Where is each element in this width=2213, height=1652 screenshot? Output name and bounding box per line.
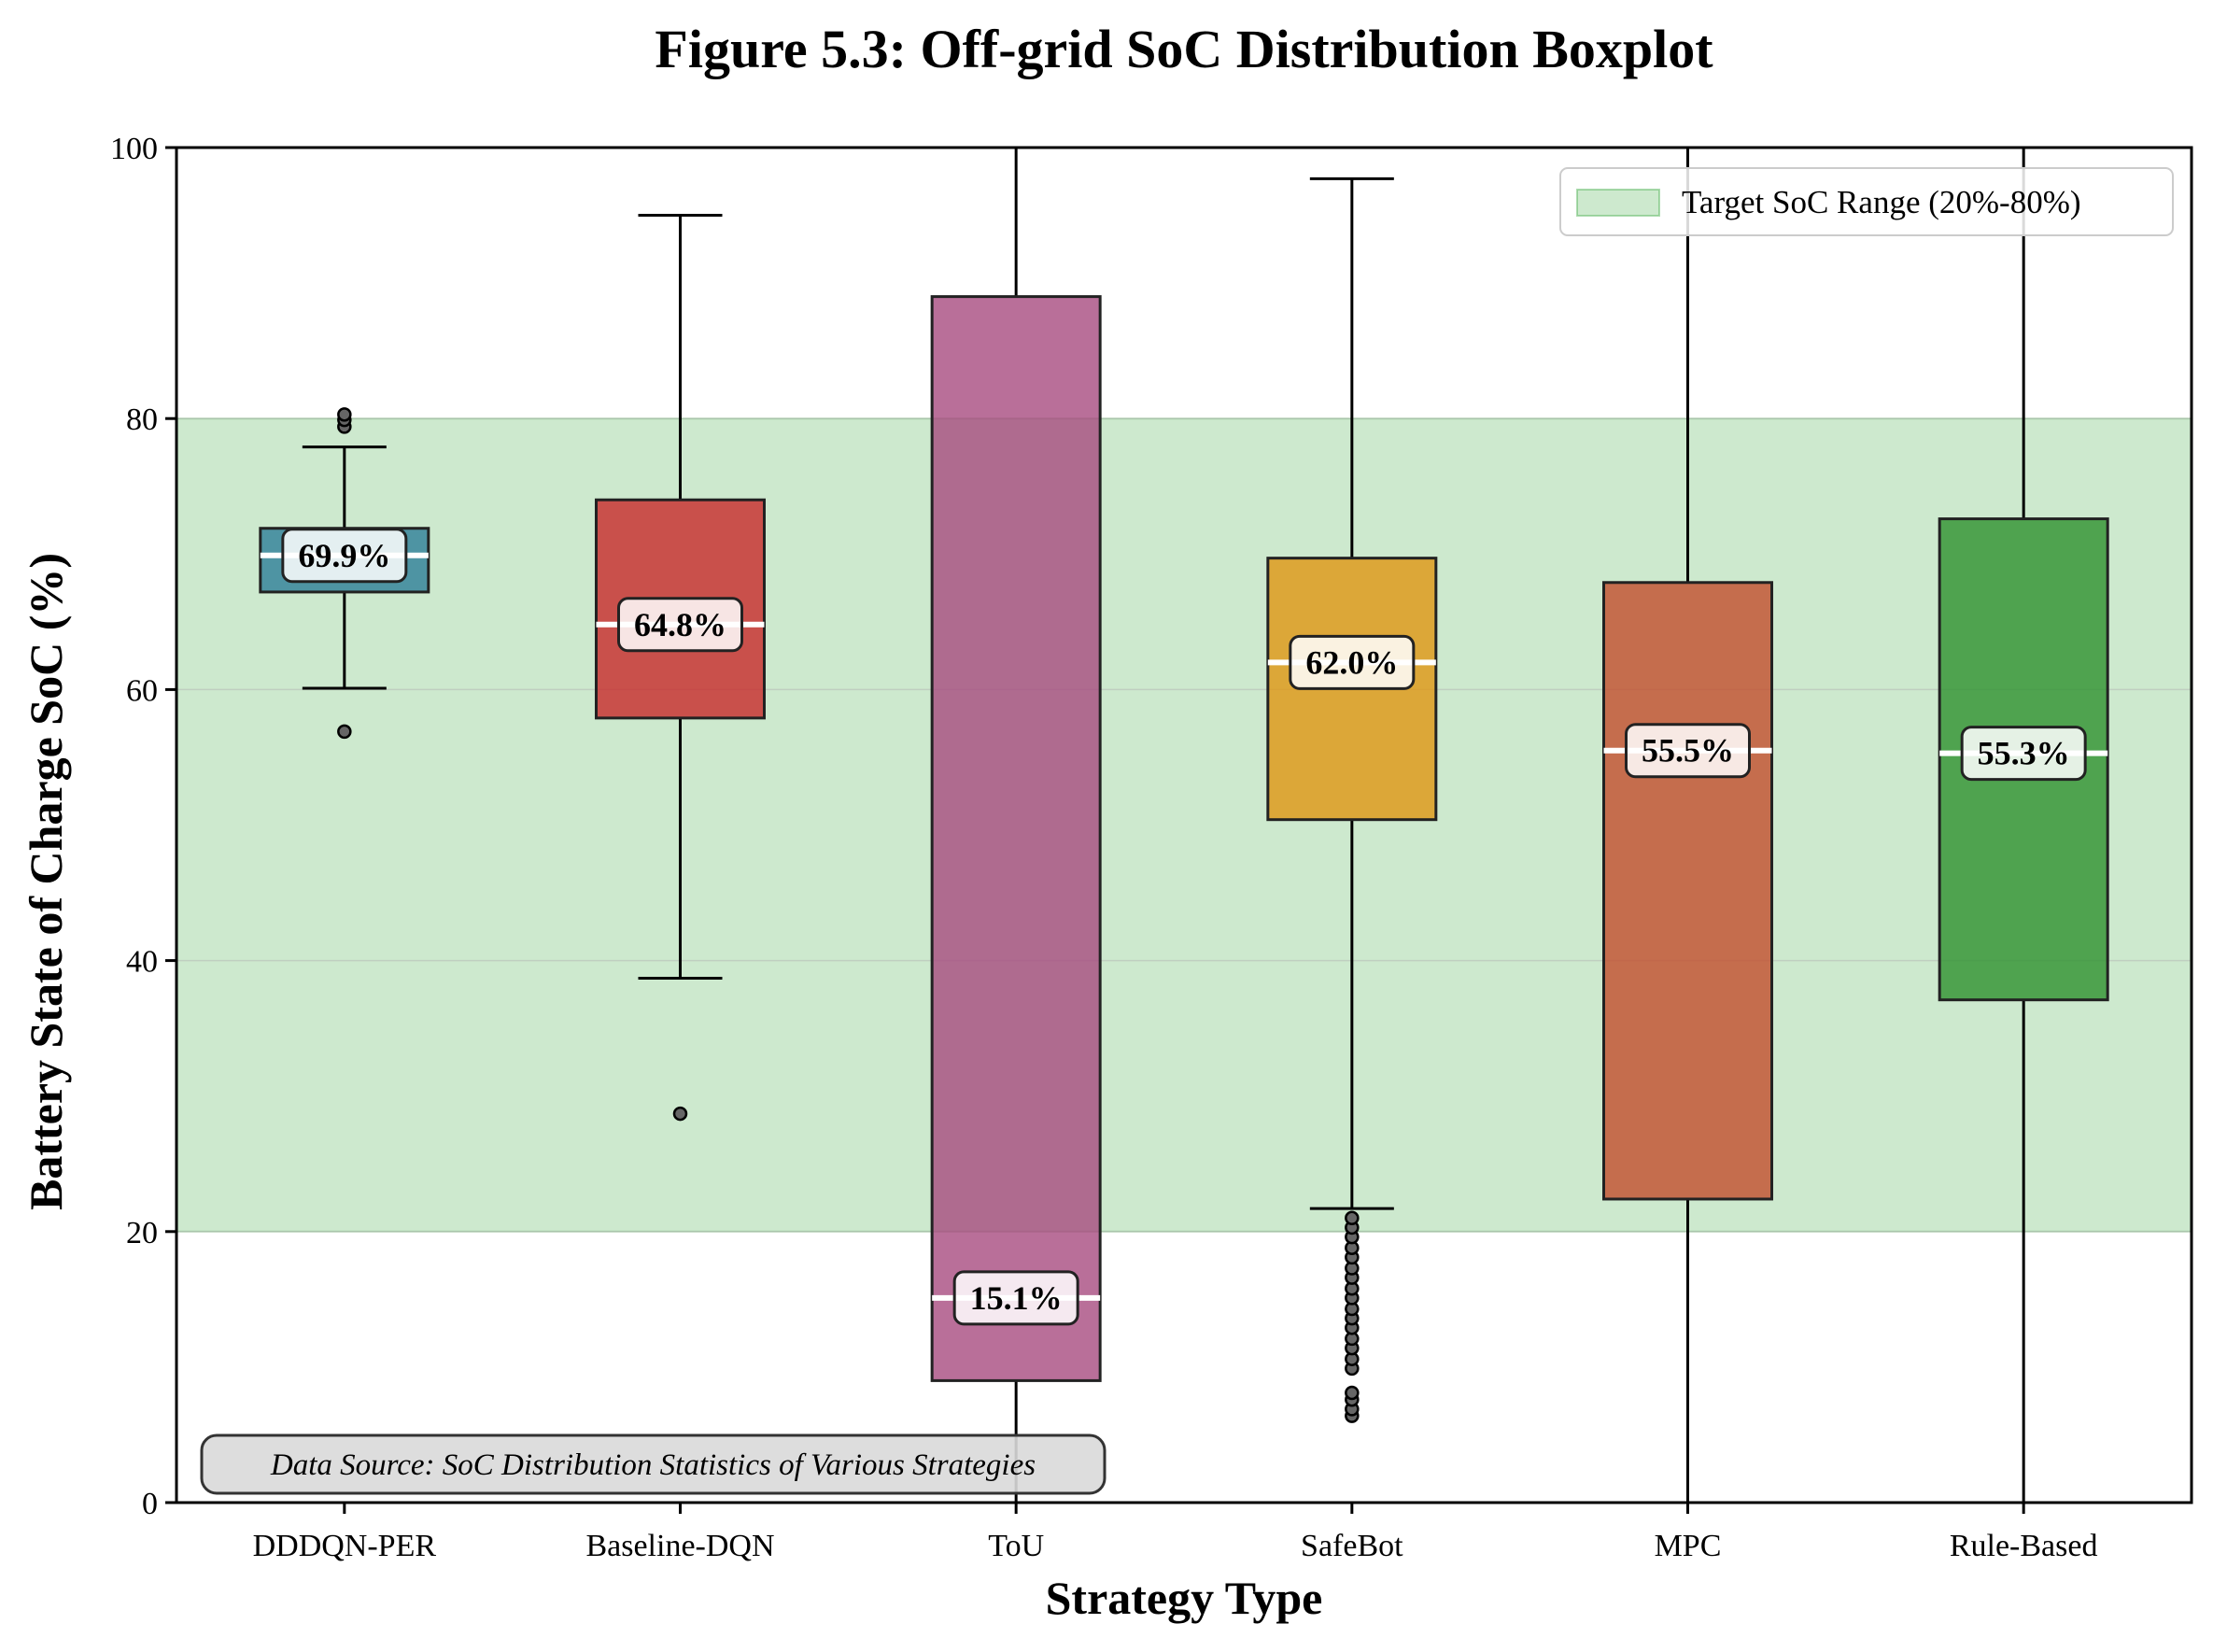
outlier-point xyxy=(672,1106,688,1122)
median-label: 55.5% xyxy=(1642,732,1734,770)
median-label-box xyxy=(1960,726,2087,782)
x-tick-label: MPC xyxy=(1655,1529,1722,1563)
x-tick-label: Rule-Based xyxy=(1950,1529,2098,1563)
x-axis-title: Strategy Type xyxy=(1046,1572,1323,1624)
y-tick-label: 60 xyxy=(126,673,158,708)
median-label: 64.8% xyxy=(634,606,726,643)
note-box xyxy=(200,1433,1106,1495)
box-safebot: 62.0% xyxy=(1266,176,1438,1423)
x-tick-label: Baseline-DQN xyxy=(585,1529,774,1563)
iqr-box xyxy=(930,295,1102,1382)
legend: Target SoC Range (20%-80%) xyxy=(1559,167,2174,236)
outlier-point xyxy=(337,407,352,422)
outlier-point xyxy=(337,724,352,740)
box-tou: 15.1% xyxy=(930,146,1102,1504)
median-label-box xyxy=(952,1270,1079,1326)
x-tick-label: DDDQN-PER xyxy=(253,1529,437,1563)
median-label: 55.3% xyxy=(1978,735,2070,772)
data-source-note: Data Source: SoC Distribution Statistics… xyxy=(200,1433,1106,1495)
legend-box xyxy=(1559,167,2174,236)
y-axis-title: Battery State of Charge SoC (%) xyxy=(20,553,72,1210)
y-tick-label: 40 xyxy=(126,945,158,980)
y-tick-label: 100 xyxy=(110,132,158,166)
legend-swatch xyxy=(1576,189,1660,217)
box-baseline-dqn: 64.8% xyxy=(595,214,766,1122)
target-soc-band xyxy=(176,417,2192,1233)
x-tick-label: SafeBot xyxy=(1301,1529,1403,1563)
note-text: Data Source: SoC Distribution Statistics… xyxy=(270,1448,1036,1482)
median-label-box xyxy=(617,597,743,653)
x-tick-label: ToU xyxy=(988,1529,1044,1563)
chart-title: Figure 5.3: Off-grid SoC Distribution Bo… xyxy=(655,19,1713,79)
iqr-box xyxy=(1602,581,1773,1201)
median-label: 15.1% xyxy=(970,1279,1063,1317)
median-label-box xyxy=(1289,634,1416,690)
box-mpc: 55.5% xyxy=(1602,146,1773,1504)
legend-label: Target SoC Range (20%-80%) xyxy=(1682,184,2081,220)
outlier-point xyxy=(1345,1210,1360,1226)
box-dddqn-per: 69.9% xyxy=(259,407,430,740)
median-label-box xyxy=(281,528,408,584)
median-label: 62.0% xyxy=(1305,643,1398,681)
plot-frame xyxy=(175,146,2193,1504)
y-tick-label: 80 xyxy=(126,402,158,437)
outlier-point xyxy=(1345,1385,1360,1401)
median-label: 69.9% xyxy=(298,537,390,574)
box-rule-based: 55.3% xyxy=(1938,146,2109,1504)
median-label-box xyxy=(1625,723,1751,779)
y-tick-label: 20 xyxy=(126,1216,158,1250)
y-tick-label: 0 xyxy=(142,1487,158,1521)
plot-area: 69.9% 64.8% 15.1% 62.0% 55.5% 55.3% 0 20 40 60 80 1… xyxy=(110,132,2193,1563)
